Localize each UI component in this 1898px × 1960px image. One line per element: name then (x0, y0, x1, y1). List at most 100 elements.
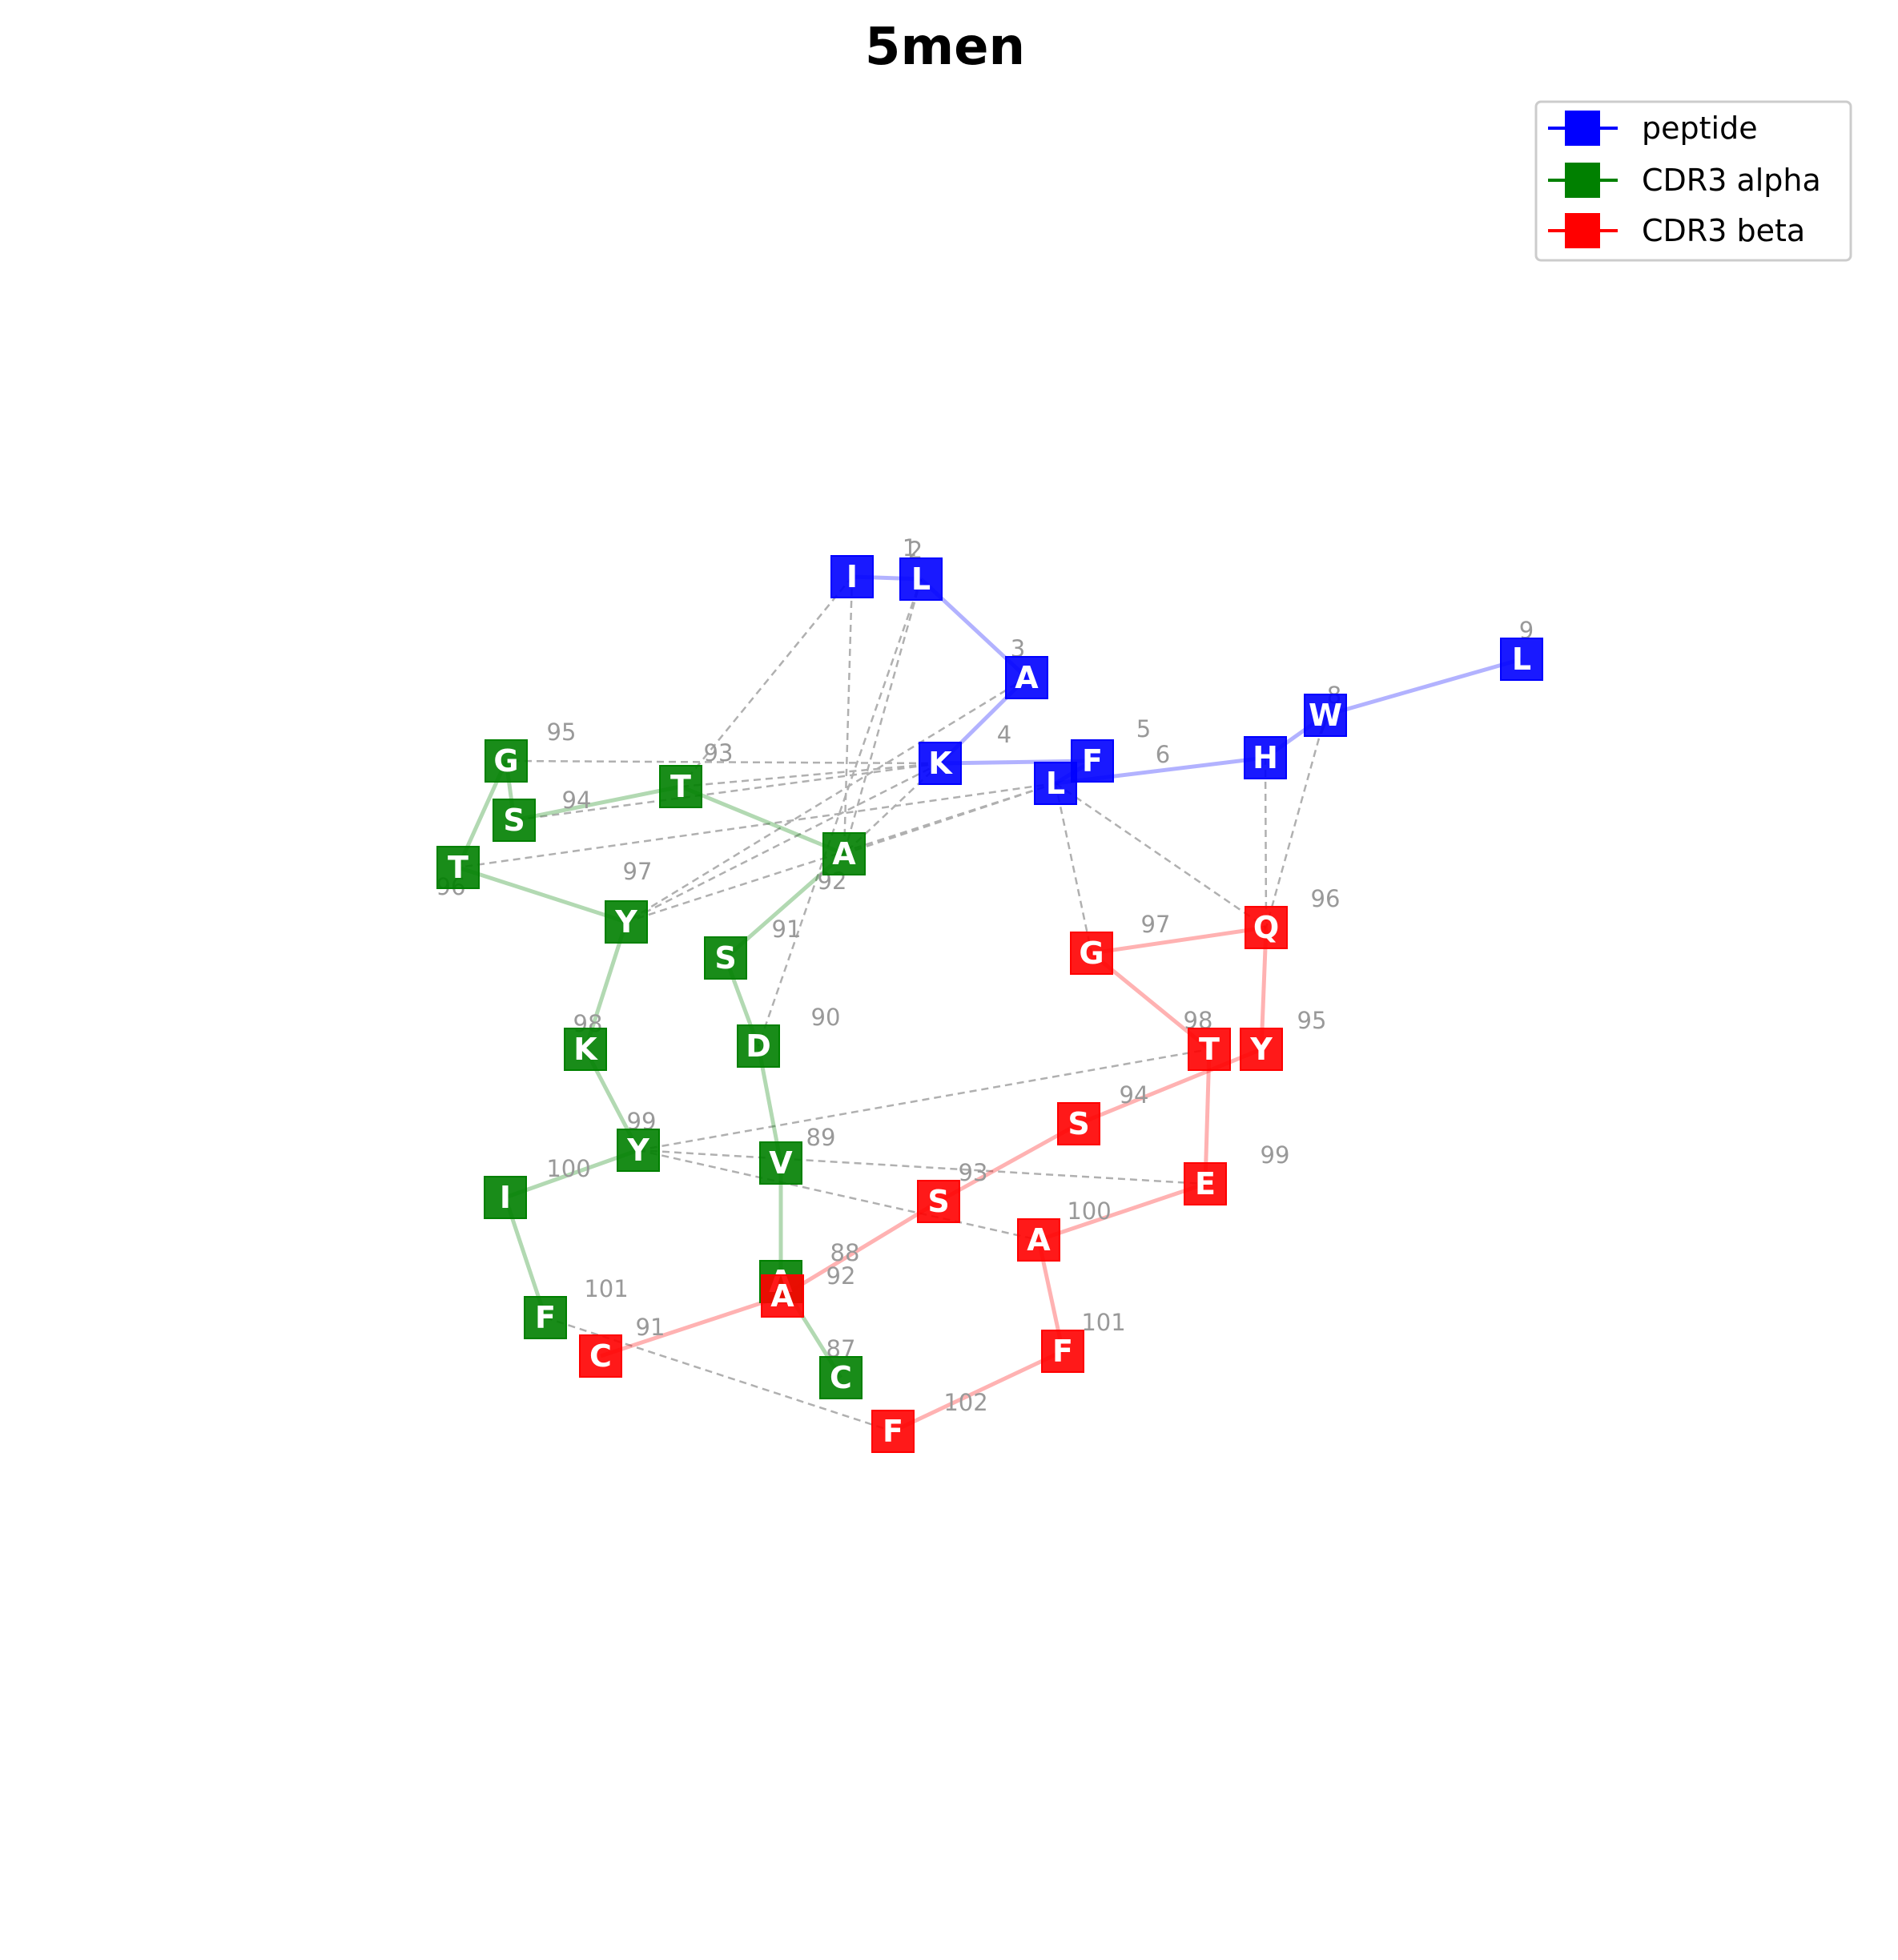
residue-square (485, 739, 528, 783)
residue-number-alpha-88: 88 (830, 1239, 860, 1266)
residue-letter: A (1027, 1222, 1051, 1258)
residue-letter: A (770, 1278, 794, 1314)
residue-square (899, 557, 943, 601)
residue-letter: Y (1249, 1032, 1273, 1067)
residue-letter: V (769, 1145, 793, 1181)
residue-square (822, 832, 866, 875)
backbone-segment-alpha (505, 1148, 639, 1200)
residue-node-peptide-3: A (1005, 656, 1048, 699)
legend-marker-peptide (1565, 111, 1600, 146)
residue-number-alpha-97: 97 (623, 858, 653, 885)
residue-square (659, 765, 702, 808)
residue-node-peptide-8: W (1304, 694, 1347, 737)
legend: peptide CDR3 alpha CDR3 beta (1534, 100, 1852, 262)
contact-edges (457, 576, 1327, 1433)
residue-node-beta-91: C (579, 1334, 622, 1378)
residue-letter: T (448, 850, 468, 885)
legend-entry-peptide: peptide (1548, 111, 1758, 146)
backbone-segment-beta (1203, 1048, 1212, 1185)
contact-edge (1264, 757, 1268, 928)
residue-node-beta-97: G (1070, 932, 1113, 975)
residue-node-alpha-91: S (704, 936, 747, 980)
residue-node-beta-92: A (761, 1274, 804, 1318)
residue-square (1005, 656, 1048, 699)
residue-number-beta-93: 93 (959, 1159, 988, 1186)
residue-letter: Q (1253, 910, 1279, 945)
residue-node-alpha-96: T (436, 846, 480, 889)
backbone-segment-beta (1091, 925, 1267, 956)
residue-number-peptide-6: 6 (1156, 741, 1170, 768)
contact-edge (1265, 714, 1327, 928)
residue-node-peptide-4: K (919, 742, 962, 785)
residue-letter: D (746, 1028, 771, 1064)
residue-number-beta-94: 94 (1120, 1081, 1149, 1109)
residue-number-beta-99: 99 (1261, 1141, 1290, 1169)
residue-letter: S (503, 803, 525, 838)
residue-number-peptide-2: 2 (908, 537, 923, 564)
residue-square (1184, 1162, 1227, 1205)
residue-square (617, 1129, 660, 1172)
residue-number-peptide-5: 5 (1136, 715, 1151, 743)
residue-square (1057, 1102, 1100, 1145)
residue-node-beta-94: S (1057, 1102, 1100, 1145)
backbone-segment-beta (937, 1121, 1080, 1204)
residue-square (605, 900, 648, 944)
residue-square (1240, 1028, 1283, 1071)
residue-letter: Y (614, 904, 637, 940)
residue-letter: F (535, 1300, 556, 1335)
residue-square (1244, 736, 1287, 779)
residue-square (436, 846, 480, 889)
residue-square (759, 1141, 802, 1185)
residue-node-peptide-5: F (1071, 739, 1114, 783)
residue-letter: T (1199, 1032, 1220, 1067)
residue-letter: C (589, 1338, 612, 1374)
residue-letter: G (493, 743, 518, 779)
backbone-segment-peptide (1325, 657, 1522, 718)
residue-square (761, 1274, 804, 1318)
residue-square (1188, 1028, 1231, 1071)
residue-node-beta-102: F (871, 1410, 915, 1453)
residue-nodes: ILAKFLHWLCAVDSATSGTYKYIFCASSYQGTEAFF (436, 555, 1543, 1453)
residue-node-alpha-100: I (484, 1176, 527, 1219)
legend-label-peptide: peptide (1642, 111, 1758, 146)
residue-number-peptide-4: 4 (997, 721, 1011, 748)
legend-label-cdr3-alpha: CDR3 alpha (1642, 163, 1821, 198)
residue-square (484, 1176, 527, 1219)
residue-number-peptide-9: 9 (1519, 617, 1534, 644)
residue-number-alpha-90: 90 (811, 1004, 841, 1031)
residue-number-beta-100: 100 (1067, 1197, 1111, 1225)
residue-number-beta-101: 101 (1081, 1309, 1125, 1336)
residue-letter: F (883, 1414, 903, 1449)
legend-label-cdr3-beta: CDR3 beta (1642, 213, 1805, 248)
residue-square (737, 1024, 780, 1068)
residue-letter: W (1309, 698, 1342, 733)
residue-square (919, 742, 962, 785)
figure-title: 5men (865, 18, 1025, 77)
residue-letter: S (927, 1184, 949, 1219)
legend-marker-cdr3-alpha (1565, 163, 1600, 198)
residue-number-alpha-93: 93 (704, 739, 734, 767)
backbone-segment-alpha (457, 865, 627, 924)
residue-number-beta-96: 96 (1311, 885, 1341, 912)
contact-edge (1054, 783, 1093, 954)
residue-number-beta-95: 95 (1297, 1007, 1327, 1034)
residue-number-alpha-89: 89 (806, 1124, 836, 1151)
contact-edge (637, 1149, 1206, 1185)
residue-square (524, 1296, 567, 1339)
residue-square (493, 799, 536, 842)
residue-node-beta-100: A (1017, 1218, 1060, 1262)
contact-edge (457, 782, 1056, 869)
contact-edge (1055, 782, 1267, 929)
legend-entry-cdr3-alpha: CDR3 alpha (1548, 163, 1821, 198)
residue-node-alpha-90: D (737, 1024, 780, 1068)
residue-square (1034, 762, 1077, 805)
residue-letter: I (500, 1180, 511, 1215)
residue-numbers: 1234567898788899091929394959697989910010… (436, 534, 1534, 1416)
residue-node-alpha-94: S (493, 799, 536, 842)
backbone-segment-beta (781, 1199, 940, 1298)
contact-edge (637, 1048, 1210, 1152)
residue-letter: T (670, 769, 691, 804)
residue-letter: A (832, 836, 856, 871)
legend-entry-cdr3-beta: CDR3 beta (1548, 213, 1805, 248)
residue-number-alpha-95: 95 (547, 718, 577, 746)
